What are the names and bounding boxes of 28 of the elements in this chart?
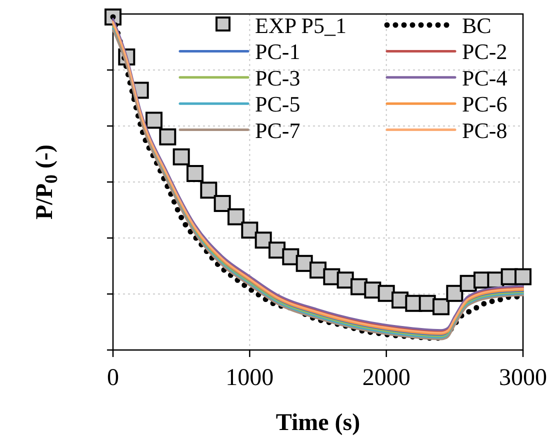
point: [282, 248, 300, 266]
point: [214, 194, 231, 212]
legend-label: PC-3: [255, 65, 300, 90]
x-axis-title: Time (s): [276, 410, 360, 436]
x-tick-label: 1000: [226, 365, 274, 391]
point: [200, 182, 218, 199]
legend-label: PC-5: [255, 92, 300, 117]
legend-label: PC-2: [462, 39, 508, 64]
legend-label: PC-8: [462, 118, 508, 143]
legend-label: PC-6: [462, 92, 508, 117]
point: [146, 112, 162, 129]
legend-label: BC: [462, 13, 492, 38]
legend-label: PC-4: [462, 65, 508, 90]
point: [241, 222, 258, 239]
legend-label: EXP P5_1: [255, 13, 346, 38]
point: [172, 148, 190, 166]
point: [186, 165, 204, 182]
x-tick-label: 2000: [362, 365, 410, 391]
point: [432, 298, 450, 316]
point: [514, 268, 532, 286]
legend-label: PC-7: [255, 118, 300, 143]
point: [228, 208, 244, 226]
x-tick-label: 0: [107, 365, 119, 391]
point: [159, 128, 176, 146]
x-tick-label: 3000: [499, 365, 547, 391]
point: [254, 232, 272, 249]
legend-label: PC-1: [255, 39, 300, 64]
point: [446, 284, 464, 302]
